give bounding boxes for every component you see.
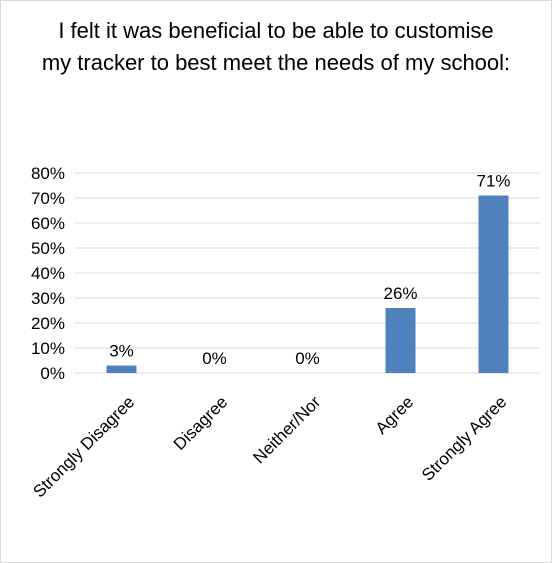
category-label: Neither/Nor xyxy=(249,392,324,467)
y-tick-label: 30% xyxy=(31,289,65,308)
category-label: Agree xyxy=(372,392,418,438)
y-tick-label: 0% xyxy=(40,364,65,383)
bar xyxy=(478,195,509,373)
bar xyxy=(106,365,137,373)
category-label: Disagree xyxy=(170,392,232,454)
data-label: 71% xyxy=(476,172,510,191)
y-tick-label: 80% xyxy=(31,164,65,183)
bar xyxy=(385,308,416,373)
y-tick-label: 70% xyxy=(31,189,65,208)
y-tick-label: 50% xyxy=(31,239,65,258)
y-tick-label: 40% xyxy=(31,264,65,283)
data-label: 3% xyxy=(109,342,134,361)
category-label: Strongly Agree xyxy=(418,392,510,484)
y-tick-label: 60% xyxy=(31,214,65,233)
data-label: 26% xyxy=(383,284,417,303)
chart-title: I felt it was beneficial to be able to c… xyxy=(41,18,511,75)
data-label: 0% xyxy=(202,349,227,368)
data-label: 0% xyxy=(295,349,320,368)
y-tick-label: 20% xyxy=(31,314,65,333)
category-label: Strongly Disagree xyxy=(29,392,138,501)
y-tick-label: 10% xyxy=(31,339,65,358)
